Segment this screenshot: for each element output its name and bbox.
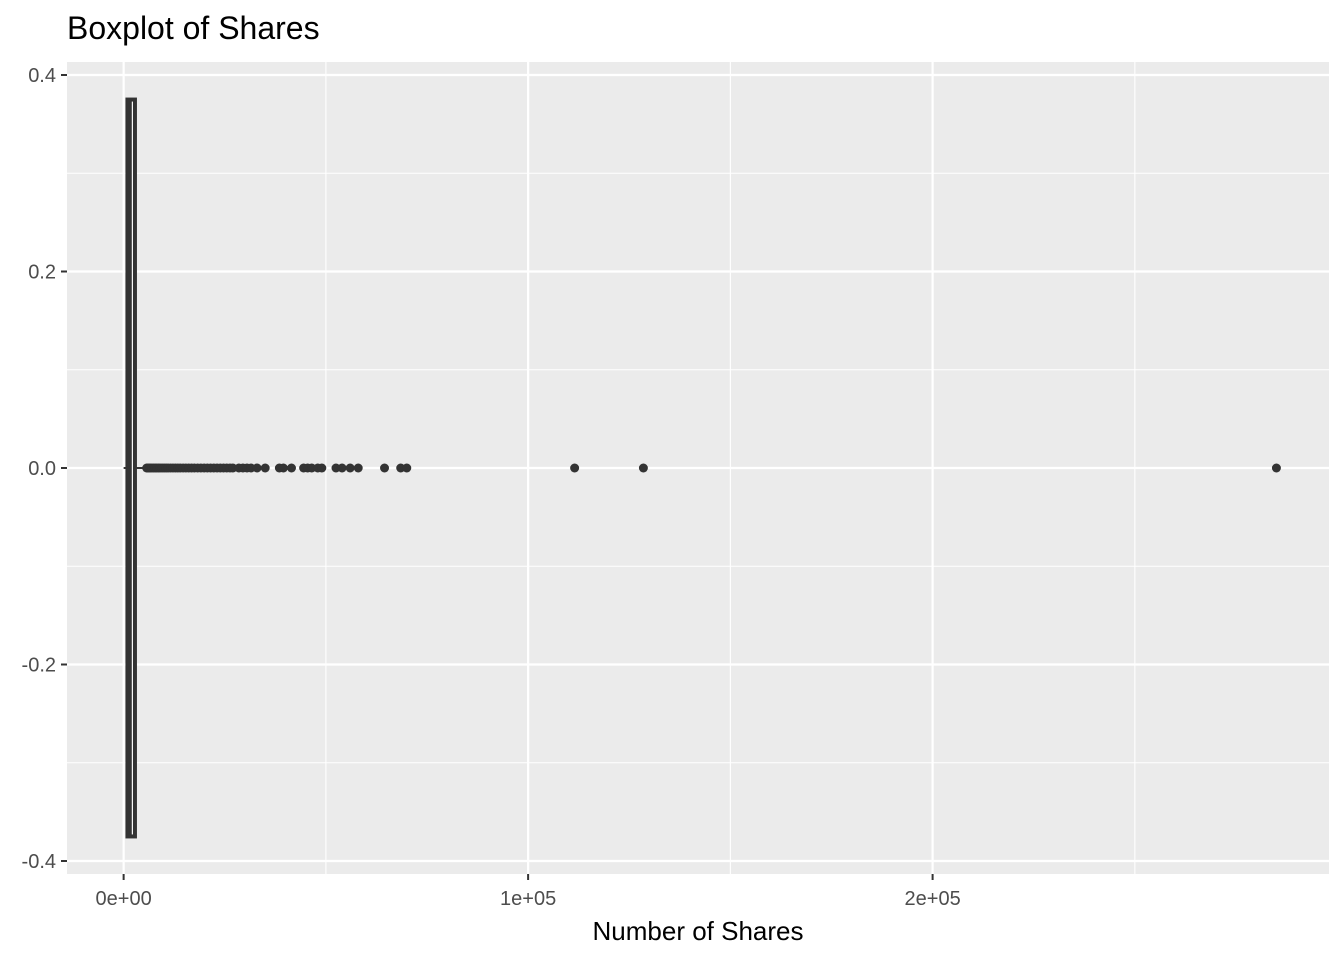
- outlier-point: [1271, 463, 1281, 473]
- outlier-point: [638, 463, 648, 473]
- y-tick-label: 0.4: [28, 65, 56, 87]
- outlier-point: [252, 463, 262, 473]
- outlier-point: [380, 463, 390, 473]
- x-tick-label: 1e+05: [500, 888, 556, 910]
- x-axis-tick-labels: 0e+00 1e+05 2e+05: [96, 888, 961, 910]
- y-tick-label: -0.4: [22, 851, 56, 873]
- outlier-point: [286, 463, 296, 473]
- y-tick-label: 0.0: [28, 458, 56, 480]
- outlier-point: [337, 463, 347, 473]
- outlier-point: [402, 463, 412, 473]
- x-axis-title: Number of Shares: [593, 916, 804, 946]
- outlier-points: [142, 463, 1281, 473]
- chart-title: Boxplot of Shares: [67, 10, 320, 46]
- outlier-point: [317, 463, 327, 473]
- outlier-point: [345, 463, 355, 473]
- y-tick-label: 0.2: [28, 262, 56, 284]
- boxplot-box: [123, 97, 147, 839]
- axis-ticks: [61, 74, 934, 880]
- y-axis-tick-labels: 0.4 0.2 0.0 -0.2 -0.4: [22, 65, 56, 873]
- outlier-point: [278, 463, 288, 473]
- outlier-point: [570, 463, 580, 473]
- outlier-point: [260, 463, 270, 473]
- outlier-point: [353, 463, 363, 473]
- x-tick-label: 0e+00: [96, 888, 152, 910]
- x-tick-label: 2e+05: [905, 888, 961, 910]
- y-tick-label: -0.2: [22, 655, 56, 677]
